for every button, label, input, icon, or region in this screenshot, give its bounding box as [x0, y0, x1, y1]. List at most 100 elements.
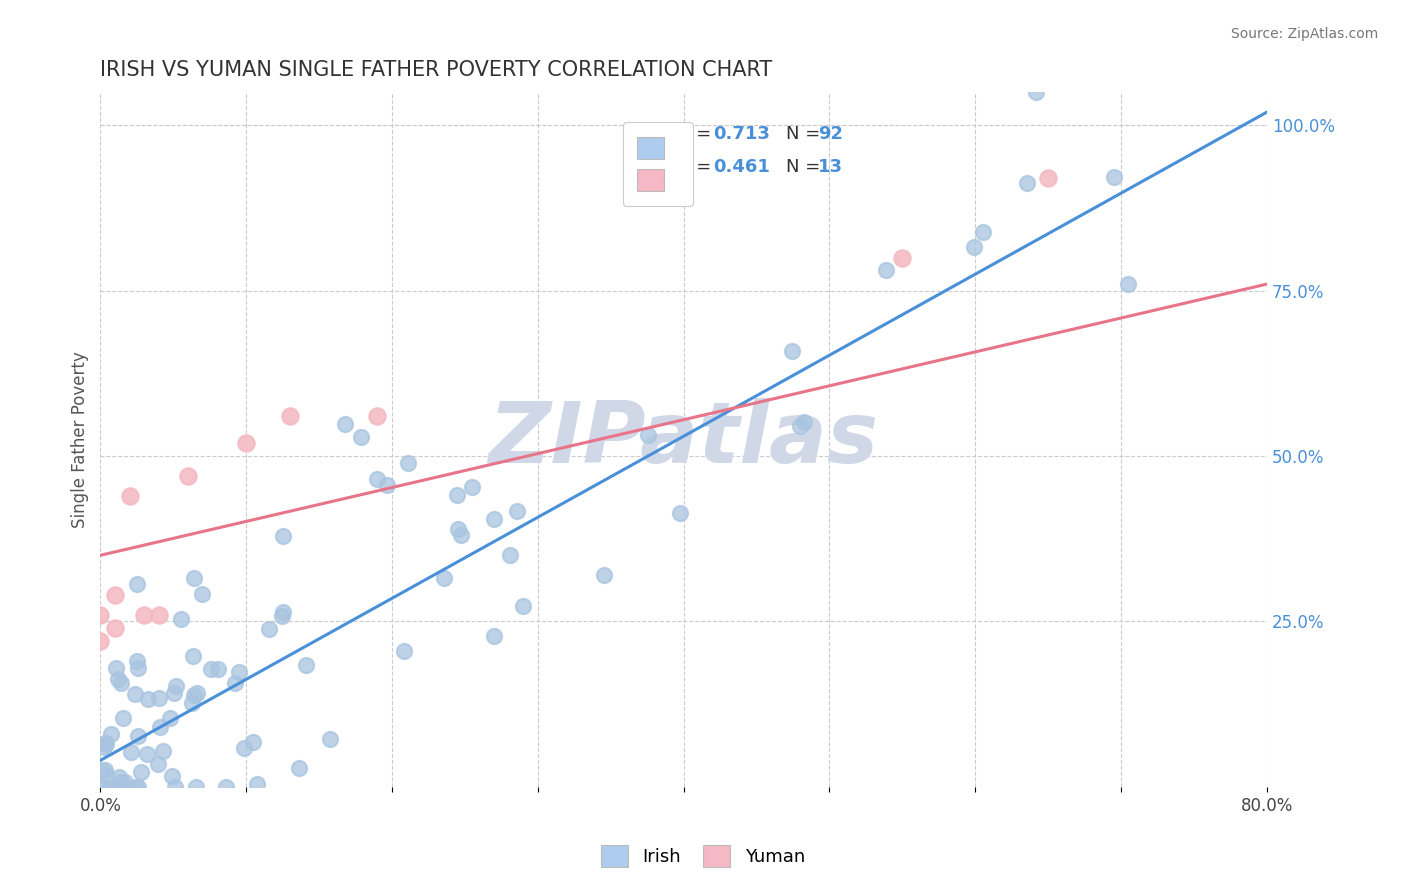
Point — [1036, 171, 1059, 186]
Point — [319, 731, 342, 746]
Point — [89, 607, 111, 622]
Point — [120, 745, 142, 759]
Point — [104, 621, 127, 635]
Text: R =: R = — [678, 158, 717, 176]
Point — [235, 435, 257, 450]
Point — [112, 711, 135, 725]
Point — [287, 761, 309, 775]
Point — [127, 780, 149, 794]
Point — [184, 780, 207, 794]
Point — [271, 605, 294, 619]
Point — [152, 744, 174, 758]
Point — [94, 736, 117, 750]
Point — [447, 522, 470, 536]
Point — [1102, 170, 1125, 185]
Text: Source: ZipAtlas.com: Source: ZipAtlas.com — [1230, 27, 1378, 41]
Point — [136, 691, 159, 706]
Point — [170, 612, 193, 626]
Point — [124, 780, 146, 794]
Point — [91, 763, 114, 777]
Point — [100, 727, 122, 741]
Point — [246, 777, 269, 791]
Legend: , : , — [623, 122, 693, 206]
Point — [1025, 85, 1047, 99]
Point — [232, 741, 254, 756]
Point — [96, 770, 118, 784]
Point — [257, 622, 280, 636]
Point — [104, 661, 127, 675]
Point — [271, 609, 294, 624]
Point — [215, 780, 238, 794]
Point — [228, 665, 250, 680]
Point — [484, 512, 506, 526]
Point — [162, 769, 184, 783]
Point — [118, 489, 141, 503]
Point — [110, 675, 132, 690]
Point — [366, 409, 388, 424]
Point — [93, 739, 115, 754]
Point — [593, 568, 616, 582]
Point — [124, 687, 146, 701]
Point — [94, 763, 117, 777]
Point — [433, 571, 456, 585]
Point — [450, 528, 472, 542]
Point — [891, 251, 914, 265]
Point — [132, 607, 155, 622]
Point — [91, 780, 114, 794]
Point — [114, 774, 136, 789]
Point — [165, 679, 187, 693]
Text: R =: R = — [678, 126, 717, 144]
Point — [186, 686, 208, 700]
Point — [349, 430, 371, 444]
Text: 0.461: 0.461 — [713, 158, 769, 176]
Point — [242, 735, 264, 749]
Point — [396, 456, 419, 470]
Point — [1015, 176, 1038, 190]
Legend: Irish, Yuman: Irish, Yuman — [593, 838, 813, 874]
Point — [875, 263, 897, 277]
Point — [335, 417, 357, 431]
Point — [108, 770, 131, 784]
Point — [294, 657, 316, 672]
Point — [127, 654, 149, 668]
Point — [165, 780, 187, 794]
Point — [111, 780, 134, 794]
Point — [148, 690, 170, 705]
Point — [789, 419, 811, 434]
Point — [669, 506, 692, 520]
Text: N =: N = — [786, 158, 827, 176]
Point — [110, 775, 132, 789]
Point — [183, 688, 205, 702]
Point — [181, 696, 204, 710]
Point — [972, 225, 994, 239]
Text: ZIPatlas: ZIPatlas — [488, 398, 879, 481]
Point — [200, 662, 222, 676]
Point — [89, 634, 111, 648]
Point — [793, 415, 815, 429]
Point — [512, 599, 534, 613]
Point — [127, 729, 149, 743]
Point — [107, 780, 129, 794]
Point — [461, 480, 484, 494]
Point — [191, 587, 214, 601]
Point — [366, 472, 388, 486]
Text: 13: 13 — [818, 158, 842, 176]
Point — [1116, 277, 1139, 292]
Point — [499, 548, 522, 562]
Point — [163, 685, 186, 699]
Point — [98, 780, 121, 794]
Point — [183, 571, 205, 585]
Point — [207, 662, 229, 676]
Point — [482, 629, 505, 643]
Point — [104, 588, 127, 602]
Point — [392, 644, 415, 658]
Text: N =: N = — [786, 126, 827, 144]
Y-axis label: Single Father Poverty: Single Father Poverty — [72, 351, 89, 528]
Point — [505, 503, 527, 517]
Text: 92: 92 — [818, 126, 842, 144]
Point — [148, 607, 170, 622]
Point — [148, 720, 170, 734]
Point — [637, 427, 659, 442]
Point — [96, 737, 118, 751]
Point — [446, 488, 468, 502]
